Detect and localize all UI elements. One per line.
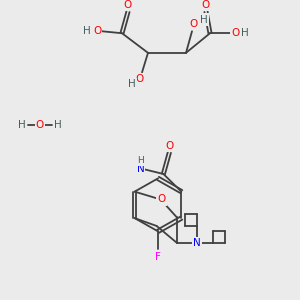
Text: H: H (128, 79, 136, 89)
Text: N: N (193, 238, 200, 248)
Text: O: O (124, 0, 132, 10)
Text: H: H (54, 120, 62, 130)
Text: O: O (158, 194, 166, 205)
Text: O: O (190, 20, 198, 29)
Text: H: H (18, 120, 26, 130)
Text: H: H (137, 156, 144, 165)
Text: O: O (36, 120, 44, 130)
Text: O: O (165, 140, 173, 151)
Text: O: O (93, 26, 101, 36)
Text: O: O (231, 28, 239, 38)
Text: O: O (202, 0, 210, 10)
Text: H: H (200, 14, 208, 25)
Text: F: F (155, 252, 161, 262)
Text: H: H (241, 28, 249, 38)
Text: N: N (136, 164, 144, 174)
Text: O: O (136, 74, 144, 84)
Text: H: H (83, 26, 91, 36)
